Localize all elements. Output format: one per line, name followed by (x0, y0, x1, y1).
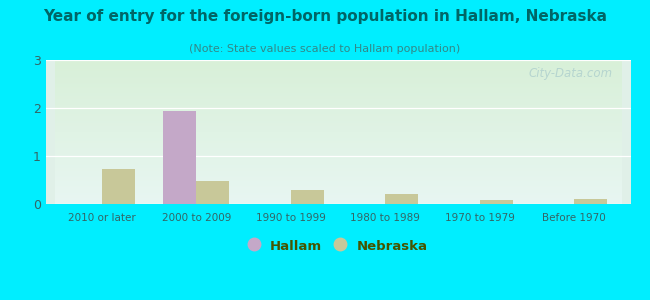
Bar (385, 194, 418, 204)
Bar (196, 182, 229, 204)
Bar (102, 169, 135, 204)
Bar (480, 200, 513, 204)
Bar (574, 199, 607, 204)
Bar (291, 190, 324, 204)
Bar (163, 111, 196, 204)
Text: (Note: State values scaled to Hallam population): (Note: State values scaled to Hallam pop… (189, 44, 461, 53)
Text: Year of entry for the foreign-born population in Hallam, Nebraska: Year of entry for the foreign-born popul… (43, 9, 607, 24)
Legend: Hallam, Nebraska: Hallam, Nebraska (244, 234, 432, 258)
Text: City-Data.com: City-Data.com (529, 67, 613, 80)
